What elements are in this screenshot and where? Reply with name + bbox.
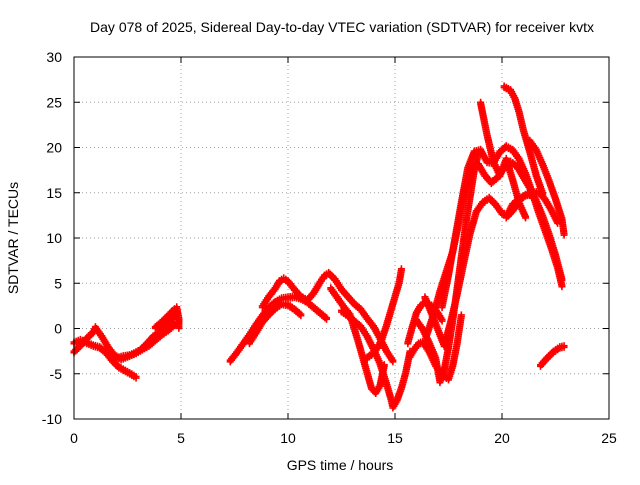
chart-background [0,0,640,480]
